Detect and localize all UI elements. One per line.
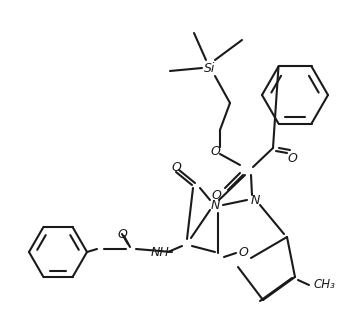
- Text: O: O: [210, 145, 220, 158]
- Text: O: O: [171, 161, 181, 173]
- Text: O: O: [117, 227, 127, 240]
- Text: NH: NH: [151, 245, 169, 259]
- Text: N: N: [250, 193, 260, 206]
- Text: N: N: [210, 198, 220, 211]
- Text: O: O: [211, 188, 221, 201]
- Text: Si: Si: [204, 61, 216, 74]
- Text: O: O: [287, 152, 297, 165]
- Text: O: O: [238, 246, 248, 260]
- Text: CH₃: CH₃: [313, 279, 335, 292]
